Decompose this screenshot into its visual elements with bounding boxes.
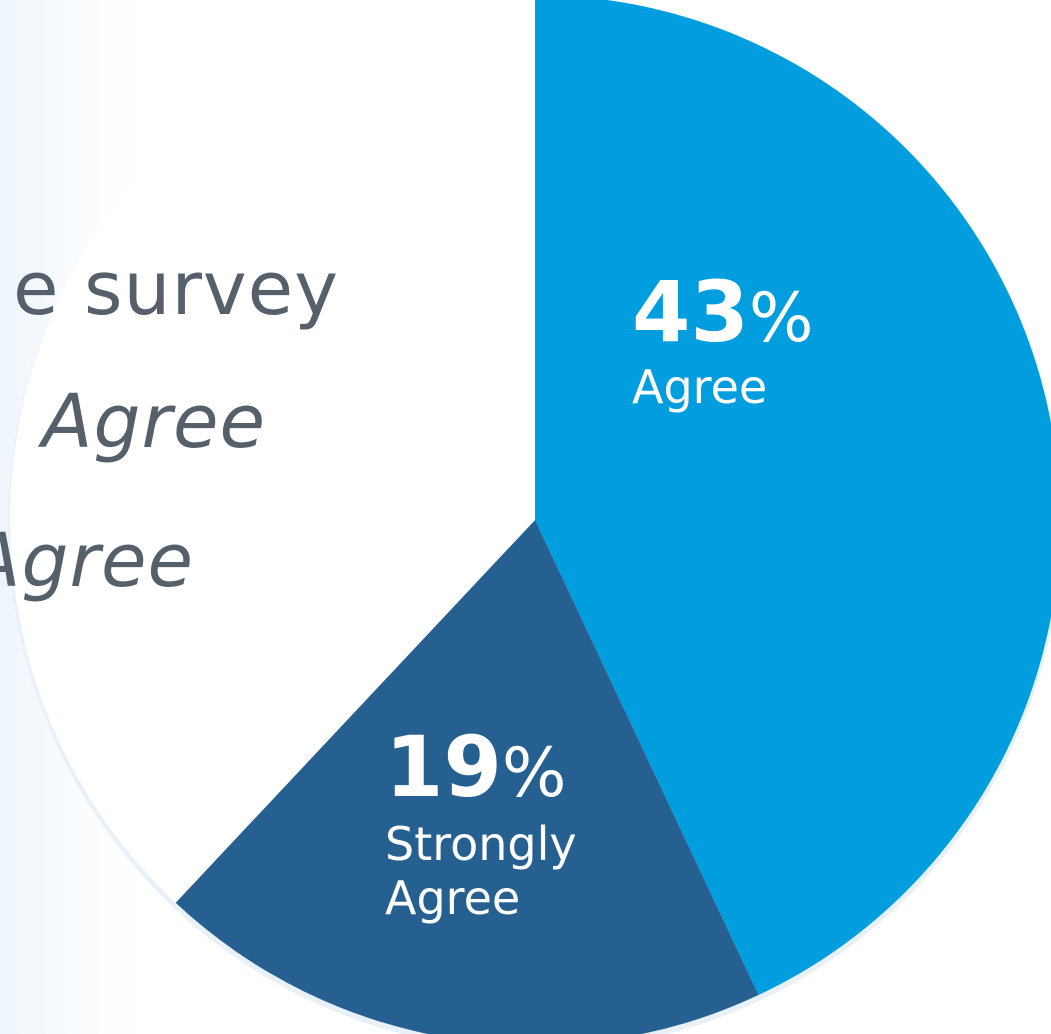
slice-category-agree: Agree [632,360,768,414]
survey-text-line-2: Agree [41,379,266,465]
slice-category-strongly-agree: Strongly Agree [385,817,577,926]
survey-text-line-1: e survey [12,246,339,332]
slice-label-agree: 43% Agree [632,270,814,413]
slice-value-strongly-agree: 19% [385,718,567,816]
pie-slice-agree [535,0,1051,996]
survey-text-line-3: Agree [0,518,194,604]
slice-value-agree: 43% [632,263,814,361]
pie-slice-remainder [10,0,535,903]
slice-label-strongly-agree: 19% Strongly Agree [385,725,577,926]
pie-slice-strongly-agree [175,520,759,1034]
